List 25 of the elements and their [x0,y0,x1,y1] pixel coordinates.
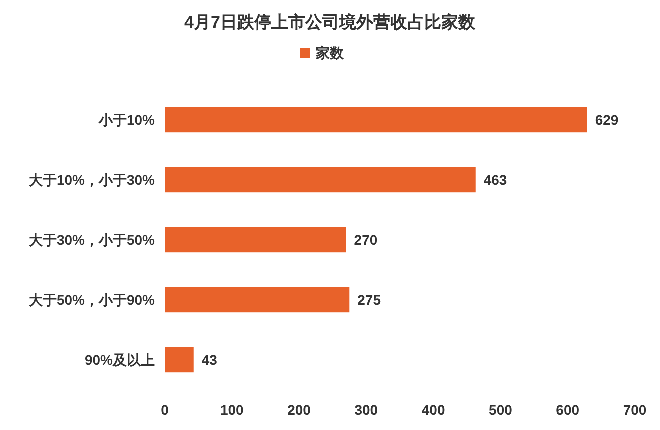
bar [165,347,194,373]
y-tick-label: 90%及以上 [84,352,155,368]
x-tick-label: 600 [556,402,580,418]
y-tick-label: 小于10% [98,112,156,128]
data-label: 275 [358,292,382,308]
data-label: 270 [354,232,378,248]
bar [165,287,350,313]
bar [165,107,588,133]
chart-title: 4月7日跌停上市公司境外营收占比家数 [184,13,476,32]
x-tick-label: 500 [489,402,513,418]
x-tick-label: 200 [288,402,312,418]
bar [165,167,476,193]
data-label: 43 [202,352,218,368]
x-tick-label: 0 [161,402,170,418]
x-tick-label: 400 [422,402,446,418]
x-tick-label: 300 [354,402,378,418]
data-label: 463 [484,172,508,188]
legend-label: 家数 [315,45,345,61]
y-tick-label: 大于50%，小于90% [28,292,156,308]
bar [165,227,346,253]
y-tick-label: 大于30%，小于50% [28,232,156,248]
data-label: 629 [595,112,619,128]
y-tick-label: 大于10%，小于30% [28,172,156,188]
x-tick-label: 100 [220,402,244,418]
x-tick-label: 700 [623,402,647,418]
